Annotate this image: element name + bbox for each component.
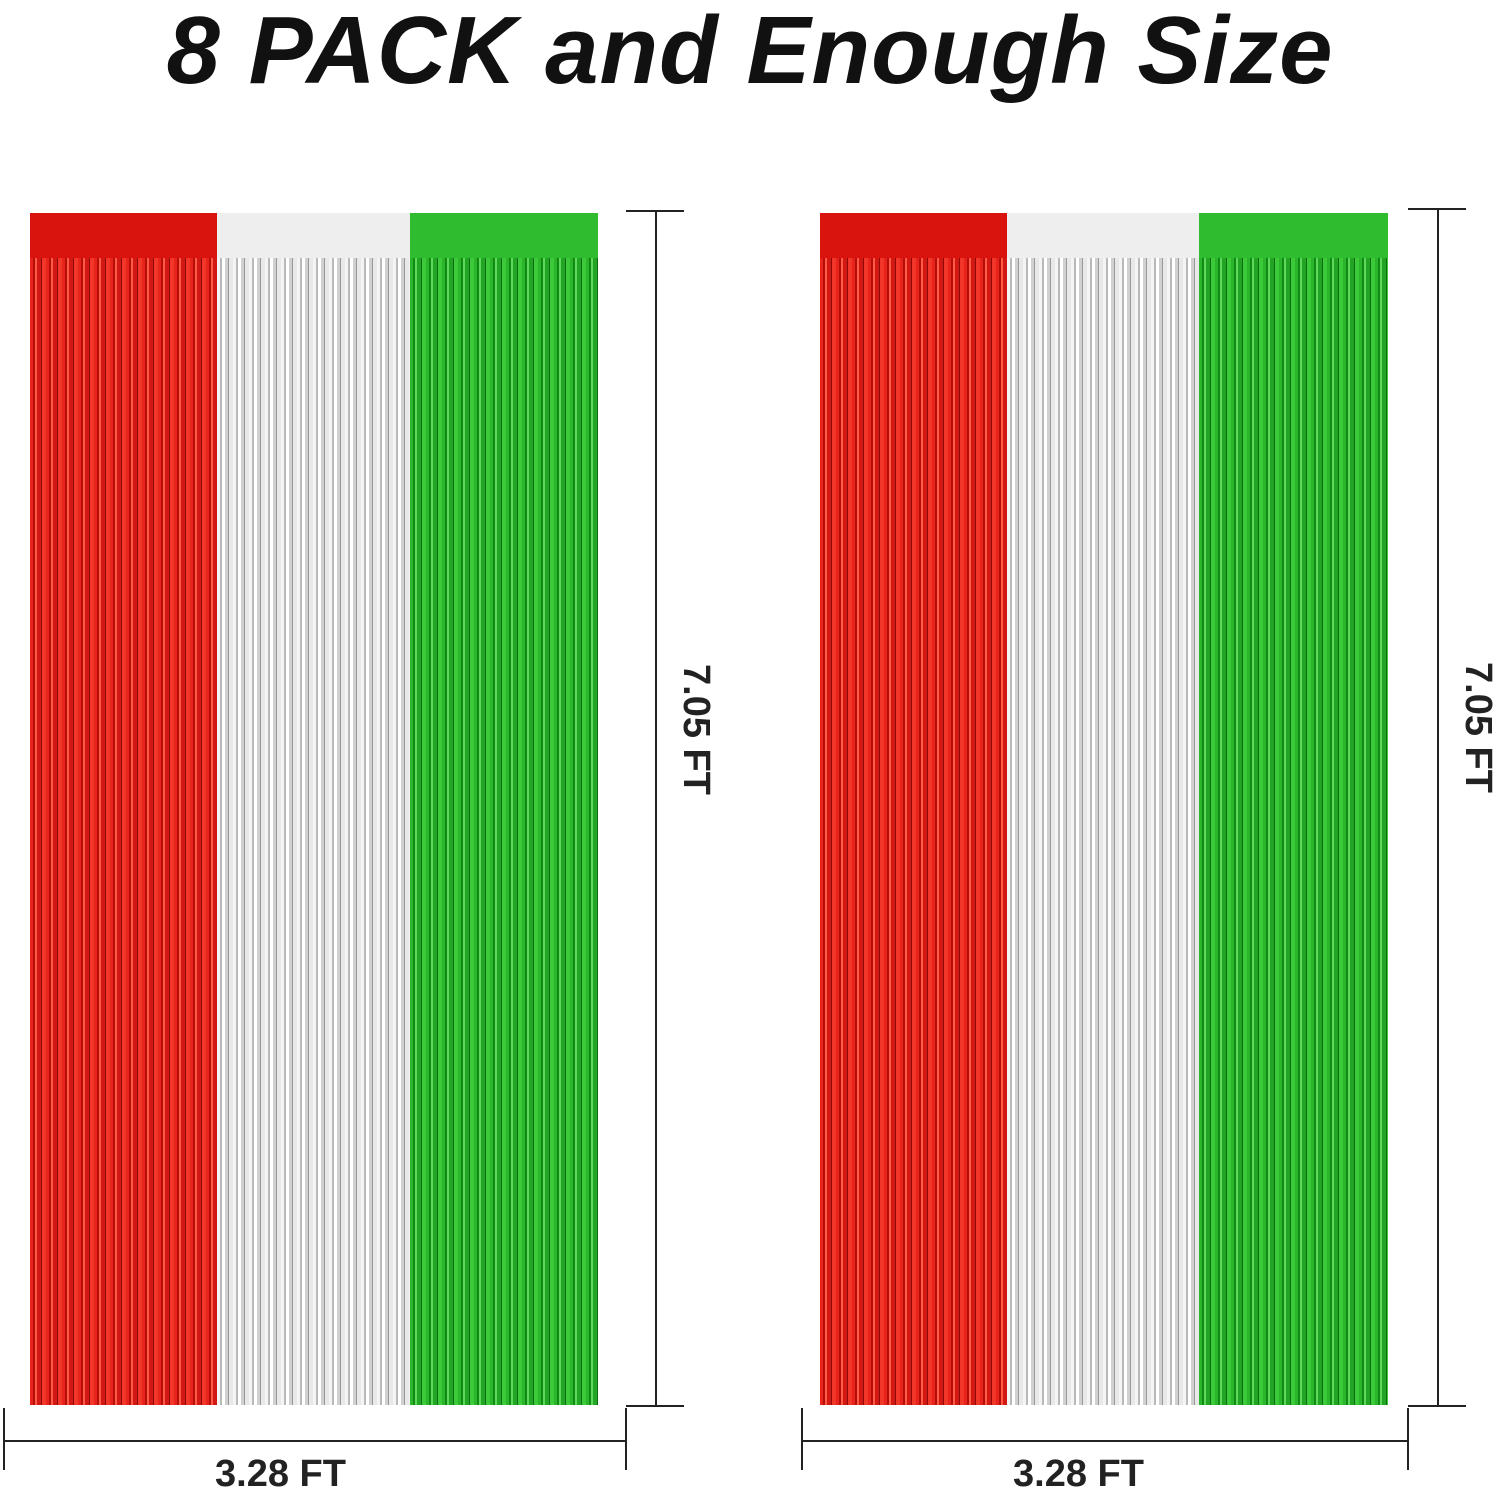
height-label: 7.05 FT (1456, 662, 1499, 793)
fringe-curtain-right (820, 213, 1388, 1405)
height-label: 7.05 FT (674, 664, 717, 795)
width-label: 3.28 FT (1013, 1453, 1144, 1495)
red-panel (820, 213, 1007, 1405)
green-panel (410, 213, 598, 1405)
page-title: 8 PACK and Enough Size (166, 0, 1334, 104)
silver-panel (1007, 213, 1199, 1405)
red-panel (30, 213, 217, 1405)
width-label: 3.28 FT (215, 1453, 346, 1495)
fringe-curtain-left (30, 213, 598, 1405)
green-panel (1199, 213, 1388, 1405)
silver-panel (217, 213, 410, 1405)
